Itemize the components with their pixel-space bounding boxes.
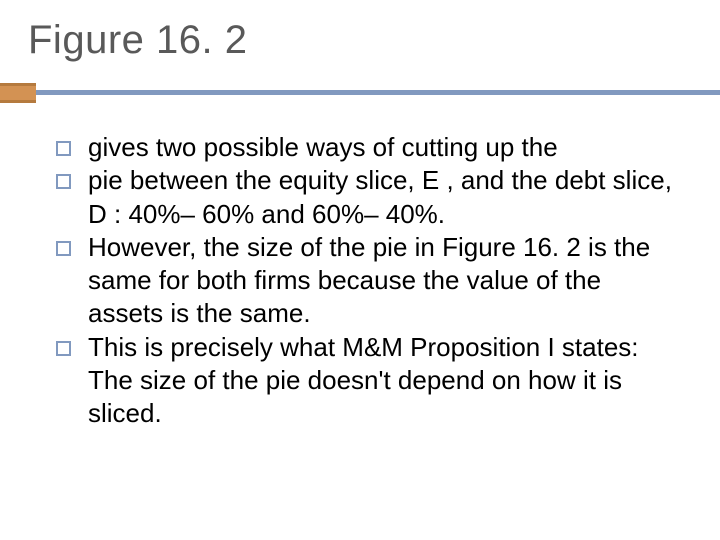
list-item: gives two possible ways of cutting up th… <box>54 131 680 164</box>
slide-title: Figure 16. 2 <box>28 18 720 63</box>
accent-block <box>0 83 36 103</box>
divider <box>0 83 720 103</box>
list-item: This is precisely what M&M Proposition I… <box>54 331 680 431</box>
title-area: Figure 16. 2 <box>0 0 720 63</box>
content-area: gives two possible ways of cutting up th… <box>0 103 720 430</box>
list-item: pie between the equity slice, E , and th… <box>54 164 680 231</box>
bullet-list: gives two possible ways of cutting up th… <box>54 131 680 430</box>
horizontal-rule <box>36 90 720 103</box>
list-item: However, the size of the pie in Figure 1… <box>54 231 680 331</box>
